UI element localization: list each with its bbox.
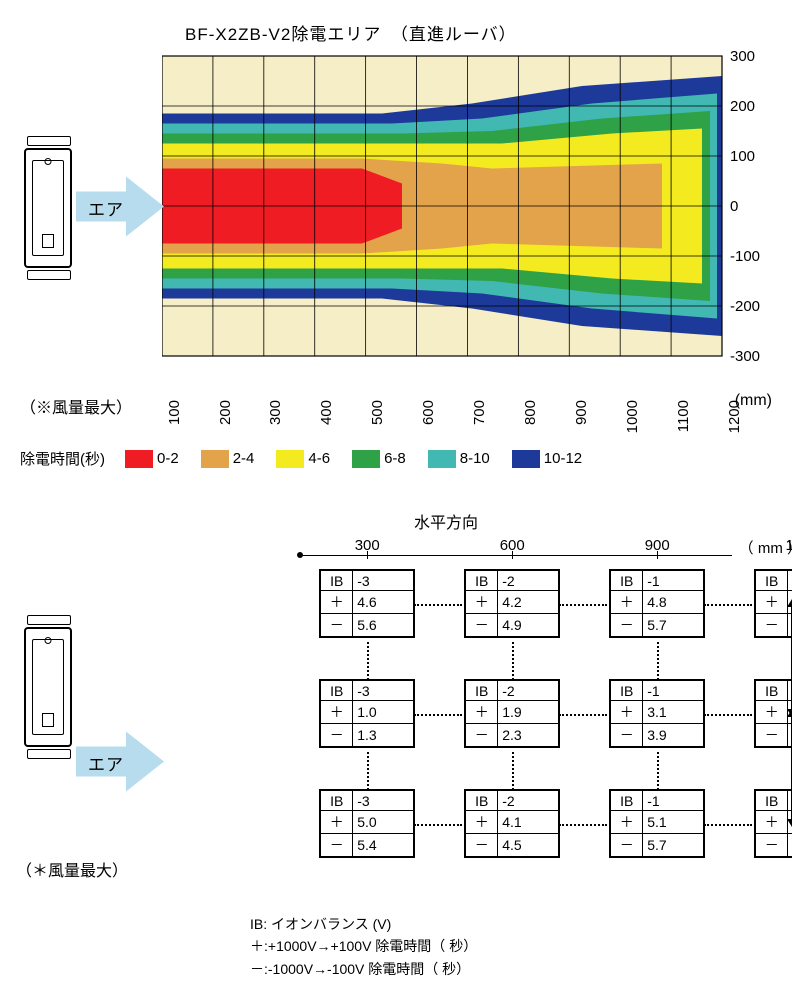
svg-text:100: 100 <box>730 148 755 165</box>
footer-line: ＋:+1000V→+100V 除電時間（ 秒） <box>250 935 772 957</box>
chart-row: エア 300 200 100 0 -100 -200 -300 <box>20 51 772 364</box>
legend-label: 8-10 <box>460 450 490 467</box>
measurement-node: IB-2 ＋4.1 －4.5 <box>464 789 560 858</box>
x-tick-label: 1100 <box>675 400 692 432</box>
x-tick-label: 1200 <box>726 400 743 433</box>
device-icon <box>24 148 72 268</box>
x-tick-label: 400 <box>318 400 335 425</box>
chart-title: BF-X2ZB-V2除電エリア （直進ルーバ） <box>185 20 772 45</box>
x-tick-label: 1000 <box>624 400 641 433</box>
air-label: エア <box>88 195 124 220</box>
svg-text:-100: -100 <box>730 248 760 265</box>
axis-unit: （ mm ） <box>739 537 792 558</box>
svg-text:-200: -200 <box>730 298 760 315</box>
footer-line: IB: イオンバランス (V) <box>250 913 772 935</box>
measurement-node: IB-3 ＋1.0 －1.3 <box>319 679 415 748</box>
horizontal-axis: （ mm ） 3006009001200 <box>299 537 772 559</box>
measurement-node: IB-1 ＋3.1 －3.9 <box>609 679 705 748</box>
legend-label: 4-6 <box>308 450 330 467</box>
device-column: エア <box>20 148 162 268</box>
legend-row: 除電時間(秒) 0-2 2-4 4-6 6-8 8-10 10-12 <box>20 448 772 469</box>
measurement-grid: （ mm ） 3006009001200 IB-3 ＋4.6 －5.6 IB-2… <box>299 537 772 899</box>
legend-title: 除電時間(秒) <box>20 448 105 469</box>
device-icon <box>24 627 72 747</box>
x-tick-label: 200 <box>217 400 234 425</box>
legend-item: 4-6 <box>276 450 330 468</box>
legend-swatch <box>352 450 380 468</box>
legend-label: 6-8 <box>384 450 406 467</box>
svg-text:200: 200 <box>730 98 755 115</box>
x-tick-label: 300 <box>267 400 284 425</box>
legend-item: 2-4 <box>201 450 255 468</box>
legend-item: 6-8 <box>352 450 406 468</box>
legend-swatch <box>201 450 229 468</box>
contour-svg: 300 200 100 0 -100 -200 -300 <box>162 51 772 361</box>
measurement-node: IB-1 ＋5.1 －5.7 <box>609 789 705 858</box>
svg-text:300: 300 <box>730 51 755 65</box>
table-section: 水平方向 エア （＊風量最大） （ mm ） 3006009001200 IB-… <box>20 509 772 980</box>
measurement-node: IB-2 ＋4.2 －4.9 <box>464 569 560 638</box>
x-axis-ticks: 100200300400500600700800900100011001200 <box>174 370 729 430</box>
footer-line: －:-1000V→-100V 除電時間（ 秒） <box>250 958 772 980</box>
measurement-node: IB-3 ＋4.6 －5.6 <box>319 569 415 638</box>
x-tick-label: 800 <box>522 400 539 425</box>
footer-notes: IB: イオンバランス (V) ＋:+1000V→+100V 除電時間（ 秒） … <box>250 913 772 980</box>
legend-item: 8-10 <box>428 450 490 468</box>
legend-swatch <box>428 450 456 468</box>
x-tick-label: 600 <box>420 400 437 425</box>
legend-swatch <box>512 450 540 468</box>
airflow-note: （※風量最大） <box>20 394 174 418</box>
x-tick-label: 100 <box>166 400 183 425</box>
legend-label: 0-2 <box>157 450 179 467</box>
legend-label: 2-4 <box>233 450 255 467</box>
x-tick-label: 700 <box>471 400 488 425</box>
contour-chart: 300 200 100 0 -100 -200 -300 <box>162 51 772 364</box>
device-column-2: エア （＊風量最大） <box>20 627 144 899</box>
svg-text:0: 0 <box>730 198 738 215</box>
legend-swatch <box>125 450 153 468</box>
legend-item: 0-2 <box>125 450 179 468</box>
air-label-2: エア <box>88 751 124 776</box>
section2-title: 水平方向 <box>120 509 772 533</box>
contour-section: BF-X2ZB-V2除電エリア （直進ルーバ） エア 3002001000-10… <box>20 20 772 469</box>
legend-item: 10-12 <box>512 450 582 468</box>
airflow-note-2: （＊風量最大） <box>16 857 176 881</box>
svg-text:-300: -300 <box>730 348 760 361</box>
x-tick-label: 900 <box>573 400 590 425</box>
legend-swatch <box>276 450 304 468</box>
measurement-node: IB-1 ＋4.8 －5.7 <box>609 569 705 638</box>
measurement-node: IB-2 ＋1.9 －2.3 <box>464 679 560 748</box>
x-tick-label: 500 <box>369 400 386 425</box>
h-axis-tick: 1200 <box>786 537 792 554</box>
measurement-node: IB-3 ＋5.0 －5.4 <box>319 789 415 858</box>
legend-label: 10-12 <box>544 450 582 467</box>
